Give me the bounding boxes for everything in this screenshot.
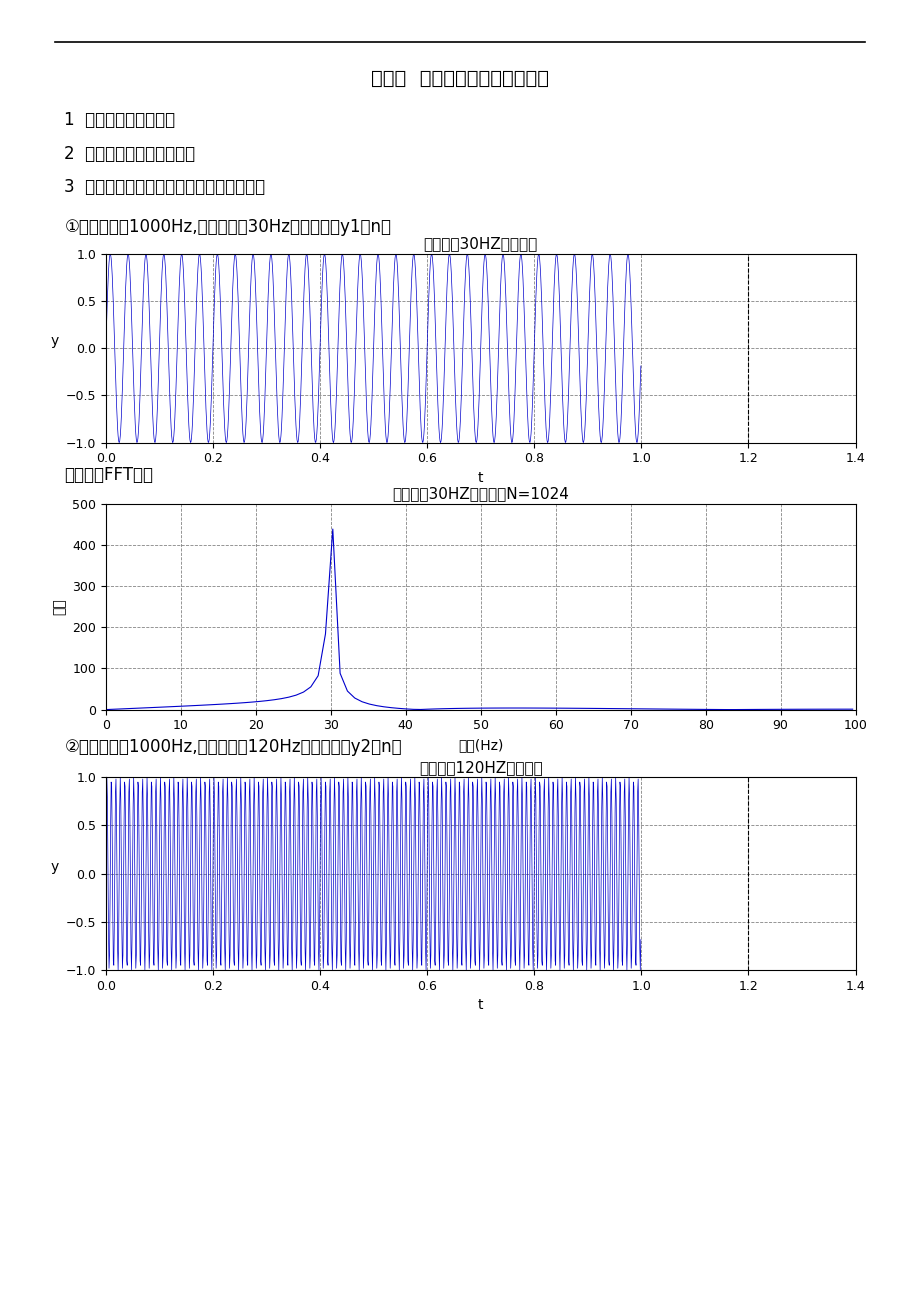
Text: 2  掌握信号频谱分析方法；: 2 掌握信号频谱分析方法；: [64, 145, 196, 163]
Text: 对其进展FFT变换: 对其进展FFT变换: [64, 466, 153, 484]
X-axis label: t: t: [478, 999, 482, 1012]
Y-axis label: 幅值: 幅值: [52, 599, 66, 615]
Title: 正弦信号120HZ时域波形: 正弦信号120HZ时域波形: [418, 760, 542, 775]
Text: ②采样频率为1000Hz,信号频率为120Hz的正弦信号y2（n）: ②采样频率为1000Hz,信号频率为120Hz的正弦信号y2（n）: [64, 738, 402, 756]
Y-axis label: y: y: [51, 859, 59, 874]
Y-axis label: y: y: [51, 335, 59, 348]
Text: ①采样频率为1000Hz,信号频率为30Hz的正弦信号y1（n）: ①采样频率为1000Hz,信号频率为30Hz的正弦信号y1（n）: [64, 217, 391, 236]
Title: 正弦信号30HZ幅频谱图N=1024: 正弦信号30HZ幅频谱图N=1024: [391, 487, 569, 501]
Text: 1  掌握采样频率的概念: 1 掌握采样频率的概念: [64, 111, 176, 129]
Text: 实验一  离散信号的频谱分析报告: 实验一 离散信号的频谱分析报告: [370, 69, 549, 87]
X-axis label: 频率(Hz): 频率(Hz): [458, 738, 503, 751]
Title: 正弦信号30HZ时域波形: 正弦信号30HZ时域波形: [423, 237, 538, 251]
Text: 3  掌握在计算机中绘制信号频谱图的方法。: 3 掌握在计算机中绘制信号频谱图的方法。: [64, 178, 266, 197]
X-axis label: t: t: [478, 471, 482, 484]
